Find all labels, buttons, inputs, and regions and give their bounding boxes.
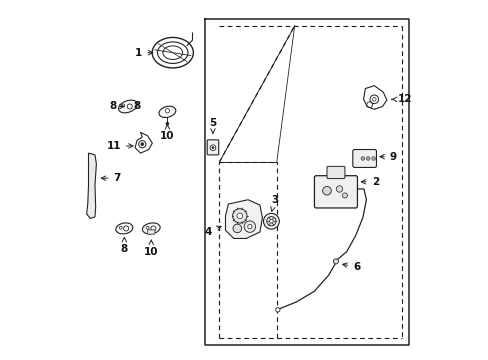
Circle shape bbox=[119, 226, 122, 229]
Circle shape bbox=[244, 221, 255, 232]
Text: 4: 4 bbox=[204, 226, 221, 237]
Circle shape bbox=[232, 209, 246, 223]
FancyBboxPatch shape bbox=[314, 176, 357, 208]
Circle shape bbox=[333, 259, 338, 264]
Circle shape bbox=[269, 220, 273, 223]
Text: 12: 12 bbox=[391, 94, 411, 104]
Ellipse shape bbox=[116, 223, 133, 234]
Text: 7: 7 bbox=[101, 173, 121, 183]
Text: 5: 5 bbox=[209, 118, 216, 134]
FancyBboxPatch shape bbox=[207, 140, 218, 155]
Circle shape bbox=[237, 213, 242, 219]
Text: 8: 8 bbox=[109, 102, 116, 112]
Ellipse shape bbox=[159, 106, 176, 117]
Circle shape bbox=[141, 143, 143, 145]
Circle shape bbox=[366, 157, 369, 160]
Text: 6: 6 bbox=[342, 262, 360, 272]
Text: 9: 9 bbox=[379, 152, 396, 162]
Text: 2: 2 bbox=[361, 177, 378, 187]
Circle shape bbox=[165, 109, 169, 113]
Polygon shape bbox=[225, 200, 262, 238]
Circle shape bbox=[322, 186, 330, 195]
Circle shape bbox=[210, 145, 215, 150]
Circle shape bbox=[342, 193, 346, 198]
Text: 10: 10 bbox=[144, 240, 158, 257]
Text: 1: 1 bbox=[135, 48, 152, 58]
Circle shape bbox=[123, 226, 128, 231]
Circle shape bbox=[165, 122, 168, 125]
Circle shape bbox=[371, 157, 375, 160]
FancyBboxPatch shape bbox=[326, 166, 344, 179]
Circle shape bbox=[336, 186, 342, 192]
Circle shape bbox=[146, 226, 149, 229]
Text: 11: 11 bbox=[106, 141, 133, 151]
Circle shape bbox=[233, 224, 241, 233]
Ellipse shape bbox=[142, 223, 160, 234]
Text: 8: 8 bbox=[133, 102, 140, 112]
Circle shape bbox=[266, 217, 276, 226]
Circle shape bbox=[211, 147, 214, 149]
Circle shape bbox=[127, 104, 132, 109]
Text: 10: 10 bbox=[160, 125, 174, 141]
Circle shape bbox=[151, 226, 156, 231]
Circle shape bbox=[122, 104, 124, 107]
FancyBboxPatch shape bbox=[147, 230, 155, 234]
Circle shape bbox=[275, 308, 280, 312]
Circle shape bbox=[372, 98, 375, 101]
Polygon shape bbox=[86, 153, 96, 219]
FancyBboxPatch shape bbox=[352, 149, 376, 167]
Circle shape bbox=[360, 157, 364, 160]
Text: 8: 8 bbox=[121, 237, 128, 254]
Ellipse shape bbox=[118, 100, 137, 113]
Circle shape bbox=[247, 225, 251, 229]
Text: 3: 3 bbox=[270, 195, 278, 211]
Circle shape bbox=[263, 213, 279, 229]
